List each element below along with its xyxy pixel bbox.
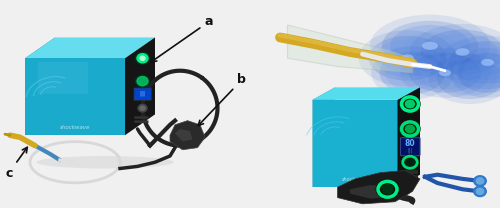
Ellipse shape: [368, 36, 446, 81]
FancyBboxPatch shape: [134, 116, 148, 119]
Ellipse shape: [415, 56, 475, 89]
Ellipse shape: [370, 15, 490, 77]
Circle shape: [401, 155, 419, 170]
Ellipse shape: [371, 46, 454, 99]
Ellipse shape: [410, 24, 500, 80]
Circle shape: [400, 96, 420, 112]
Ellipse shape: [422, 42, 438, 50]
Polygon shape: [350, 185, 395, 199]
Polygon shape: [25, 37, 155, 58]
Ellipse shape: [386, 46, 428, 70]
Ellipse shape: [380, 52, 446, 94]
FancyBboxPatch shape: [134, 88, 152, 100]
Circle shape: [137, 54, 148, 63]
Ellipse shape: [442, 62, 498, 96]
Ellipse shape: [481, 59, 494, 66]
Ellipse shape: [359, 30, 456, 86]
Circle shape: [138, 104, 147, 112]
Circle shape: [140, 106, 145, 110]
Polygon shape: [38, 62, 88, 94]
Circle shape: [136, 52, 149, 64]
Ellipse shape: [458, 53, 500, 93]
Ellipse shape: [448, 41, 500, 84]
Ellipse shape: [426, 62, 465, 84]
Circle shape: [406, 125, 414, 133]
Ellipse shape: [450, 48, 500, 98]
Circle shape: [137, 77, 148, 86]
Polygon shape: [288, 25, 412, 73]
Polygon shape: [398, 87, 420, 187]
Circle shape: [474, 186, 486, 197]
Ellipse shape: [456, 48, 469, 56]
Ellipse shape: [462, 56, 500, 89]
Circle shape: [406, 100, 414, 108]
Text: shockwave: shockwave: [342, 177, 368, 182]
Ellipse shape: [437, 59, 500, 99]
Ellipse shape: [382, 21, 478, 71]
Text: b: b: [198, 73, 246, 126]
Text: |||: |||: [140, 90, 145, 96]
Ellipse shape: [439, 69, 451, 76]
Circle shape: [400, 121, 420, 137]
Polygon shape: [25, 37, 55, 135]
Text: shockwave: shockwave: [60, 125, 90, 130]
Text: |||: |||: [408, 148, 413, 153]
Polygon shape: [125, 37, 155, 135]
Ellipse shape: [390, 25, 470, 67]
Ellipse shape: [428, 33, 498, 71]
Ellipse shape: [452, 68, 488, 90]
Circle shape: [474, 176, 486, 186]
Text: 80: 80: [405, 139, 415, 148]
Ellipse shape: [429, 54, 500, 104]
Ellipse shape: [401, 54, 414, 62]
Ellipse shape: [409, 53, 481, 93]
Ellipse shape: [36, 156, 174, 168]
Text: c: c: [5, 147, 28, 180]
Polygon shape: [25, 58, 125, 135]
Ellipse shape: [466, 51, 500, 74]
Polygon shape: [338, 171, 420, 204]
Ellipse shape: [439, 36, 500, 89]
Ellipse shape: [404, 32, 456, 59]
Ellipse shape: [385, 55, 440, 90]
Circle shape: [382, 185, 393, 194]
Ellipse shape: [440, 40, 485, 64]
Circle shape: [476, 178, 484, 184]
Ellipse shape: [455, 45, 500, 80]
Polygon shape: [312, 87, 420, 100]
FancyBboxPatch shape: [401, 170, 418, 174]
FancyBboxPatch shape: [401, 175, 418, 179]
Ellipse shape: [471, 62, 500, 84]
Circle shape: [140, 56, 145, 60]
Text: a: a: [152, 15, 214, 62]
Polygon shape: [312, 87, 335, 187]
Polygon shape: [175, 129, 192, 141]
Ellipse shape: [375, 40, 440, 77]
Ellipse shape: [400, 48, 490, 98]
Ellipse shape: [420, 30, 500, 74]
FancyBboxPatch shape: [400, 138, 420, 156]
Circle shape: [136, 75, 149, 87]
FancyBboxPatch shape: [134, 120, 148, 123]
Circle shape: [376, 180, 399, 199]
Polygon shape: [170, 121, 205, 150]
Circle shape: [476, 188, 484, 194]
Ellipse shape: [394, 61, 430, 84]
Polygon shape: [312, 100, 398, 187]
